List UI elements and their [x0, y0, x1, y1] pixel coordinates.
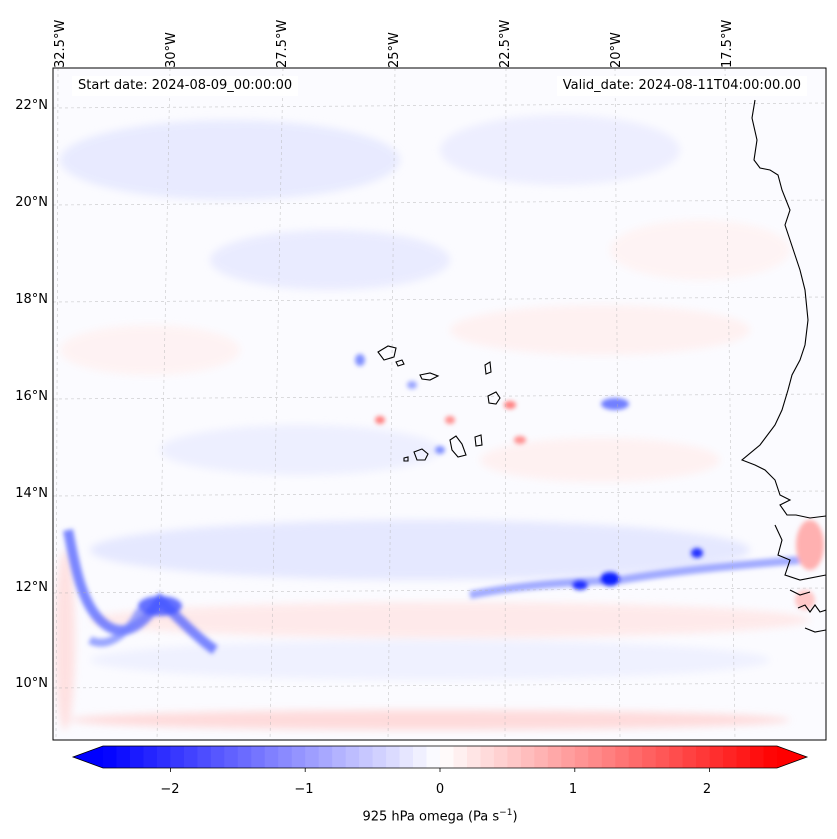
lon-tick-label: 32.5°W — [53, 19, 68, 68]
cape-verde-sao-vicente — [395, 359, 405, 367]
colorbar-bin — [655, 746, 670, 768]
cape-verde-boa-vista — [487, 391, 501, 405]
cape-verde-sal — [484, 361, 492, 375]
colorbar-bin — [507, 746, 522, 768]
colorbar-bin — [682, 746, 697, 768]
cape-verde-sao-nicolau — [419, 372, 440, 381]
lon-tick-label: 20°W — [609, 32, 624, 68]
colorbar-tick-label: 2 — [702, 782, 712, 797]
cape-verde-fogo — [413, 448, 429, 461]
start-date-label: Start date: 2024-08-09_00:00:00 — [72, 76, 299, 96]
colorbar-bin — [197, 746, 212, 768]
colorbar-bin — [305, 746, 320, 768]
colorbar-bin — [642, 746, 657, 768]
colorbar-bin — [116, 746, 131, 768]
africa-coastline — [740, 99, 826, 519]
colorbar-bin — [466, 746, 482, 768]
lat-tick-label: 20°N — [15, 195, 48, 210]
colorbar-bin — [547, 746, 562, 768]
colorbar-bin — [129, 746, 145, 768]
colorbar-bin — [669, 746, 684, 768]
colorbar-bin — [709, 746, 724, 768]
lat-tick-label: 18°N — [15, 292, 48, 307]
lat-tick-label: 16°N — [15, 389, 48, 404]
lon-tick-label: 27.5°W — [275, 19, 290, 68]
colorbar-label: 925 hPa omega (Pa s−1) — [362, 808, 518, 825]
colorbar-bin — [750, 746, 765, 768]
colorbar-bin — [440, 746, 455, 768]
colorbar-bin — [210, 746, 225, 768]
colorbar-bin — [588, 746, 603, 768]
colorbar-bin — [453, 746, 468, 768]
lat-tick-label: 10°N — [15, 676, 48, 691]
colorbar-bin — [291, 746, 306, 768]
colorbar-tick-label: −2 — [160, 782, 180, 797]
valid-date-label: Valid_date: 2024-08-11T04:00:00.00 — [556, 76, 807, 96]
omega-field — [53, 68, 826, 740]
colorbar-bin — [359, 746, 374, 768]
gridlines — [52, 67, 827, 741]
colorbar-bin — [156, 746, 171, 768]
colorbar-bin — [696, 746, 711, 768]
colorbar-bin — [413, 746, 428, 768]
colorbar-bin — [345, 746, 360, 768]
colorbar-bin — [386, 746, 401, 768]
colorbar-bin — [224, 746, 239, 768]
colorbar-bin — [574, 746, 589, 768]
lon-tick-label: 30°W — [164, 32, 179, 68]
colorbar-extend-high — [777, 746, 807, 768]
coastlines — [377, 99, 826, 633]
colorbar-tick-label: 0 — [435, 782, 445, 797]
colorbar-bin — [561, 746, 576, 768]
colorbar-bin — [628, 746, 643, 768]
colorbar — [71, 745, 809, 772]
colorbar-bin — [170, 746, 185, 768]
lon-tick-label: 22.5°W — [498, 19, 513, 68]
colorbar-bin — [723, 746, 738, 768]
colorbar-bin — [251, 746, 266, 768]
colorbar-bin — [278, 746, 293, 768]
colorbar-bin — [601, 746, 616, 768]
colorbar-bin — [426, 746, 441, 768]
colorbar-bin — [264, 746, 279, 768]
cape-verde-brava — [403, 456, 409, 462]
colorbar-bin — [493, 746, 508, 768]
lat-tick-label: 12°N — [15, 580, 48, 595]
lon-tick-label: 17.5°W — [720, 19, 735, 68]
lat-tick-label: 14°N — [15, 486, 48, 501]
colorbar-tick-label: 1 — [568, 782, 578, 797]
colorbar-bin — [399, 746, 414, 768]
colorbar-bin — [103, 746, 118, 768]
lon-tick-label: 25°W — [387, 32, 402, 68]
cape-verde-santiago — [449, 435, 467, 458]
colorbar-bin — [237, 746, 252, 768]
colorbar-bin — [534, 746, 549, 768]
colorbar-bin — [763, 746, 778, 768]
colorbar-bin — [736, 746, 751, 768]
colorbar-bin — [143, 746, 158, 768]
cape-verde-santo-antao — [377, 345, 397, 361]
colorbar-bin — [183, 746, 198, 768]
colorbar-tick-label: −1 — [294, 782, 314, 797]
colorbar-bin — [318, 746, 333, 768]
lat-tick-label: 22°N — [15, 98, 48, 113]
cape-verde-maio — [474, 434, 483, 447]
colorbar-bin — [615, 746, 630, 768]
colorbar-extend-low — [73, 746, 103, 768]
colorbar-bin — [332, 746, 347, 768]
colorbar-bin — [520, 746, 535, 768]
map-frame — [52, 67, 827, 741]
colorbar-bin — [480, 746, 495, 768]
colorbar-bin — [372, 746, 387, 768]
